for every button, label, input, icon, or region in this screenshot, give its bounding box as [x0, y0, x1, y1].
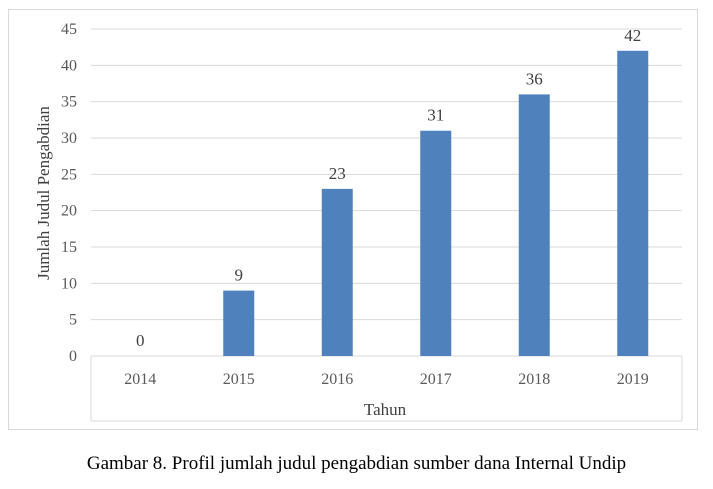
data-label-2018: 36	[526, 69, 543, 88]
x-tick-label: 2016	[321, 371, 353, 388]
data-label-2015: 9	[235, 266, 244, 285]
x-axis-ticks: 2014 2015 2016 2017 2018 2019	[124, 371, 649, 388]
data-label-2017: 31	[427, 106, 444, 125]
y-tick-label: 25	[61, 166, 77, 183]
chart-frame	[8, 9, 698, 430]
y-tick-label: 5	[69, 312, 77, 329]
bars	[223, 50, 649, 357]
x-tick-label: 2019	[617, 371, 649, 388]
data-label-2014: 0	[136, 331, 145, 350]
bar-2018	[518, 94, 550, 357]
x-tick-label: 2015	[223, 371, 255, 388]
y-tick-label: 35	[61, 94, 77, 111]
bar-2015	[223, 290, 255, 356]
y-tick-label: 15	[61, 239, 77, 256]
y-tick-label: 0	[69, 348, 77, 365]
bar-2019	[617, 50, 649, 357]
x-tick-label: 2017	[420, 371, 452, 388]
x-axis-title: Tahun	[364, 400, 407, 419]
y-tick-label: 30	[61, 130, 77, 147]
data-label-2016: 23	[329, 164, 346, 183]
y-tick-label: 20	[61, 203, 77, 220]
y-tick-label: 45	[61, 21, 77, 38]
data-label-2019: 42	[624, 26, 641, 45]
y-axis-ticks: 0 5 10 15 20 25 30 35 40 45	[61, 21, 77, 365]
y-tick-label: 40	[61, 57, 77, 74]
y-axis-title: Jumlah Judul Pengabdian	[34, 106, 53, 280]
x-tick-label: 2014	[124, 371, 156, 388]
figure-caption: Gambar 8. Profil jumlah judul pengabdian…	[86, 453, 627, 474]
data-labels: 0 9 23 31 36 42	[136, 26, 641, 350]
bar-2016	[321, 188, 353, 356]
bar-2017	[420, 130, 452, 356]
y-tick-label: 10	[61, 275, 77, 292]
gridlines	[90, 28, 683, 422]
x-tick-label: 2018	[518, 371, 550, 388]
